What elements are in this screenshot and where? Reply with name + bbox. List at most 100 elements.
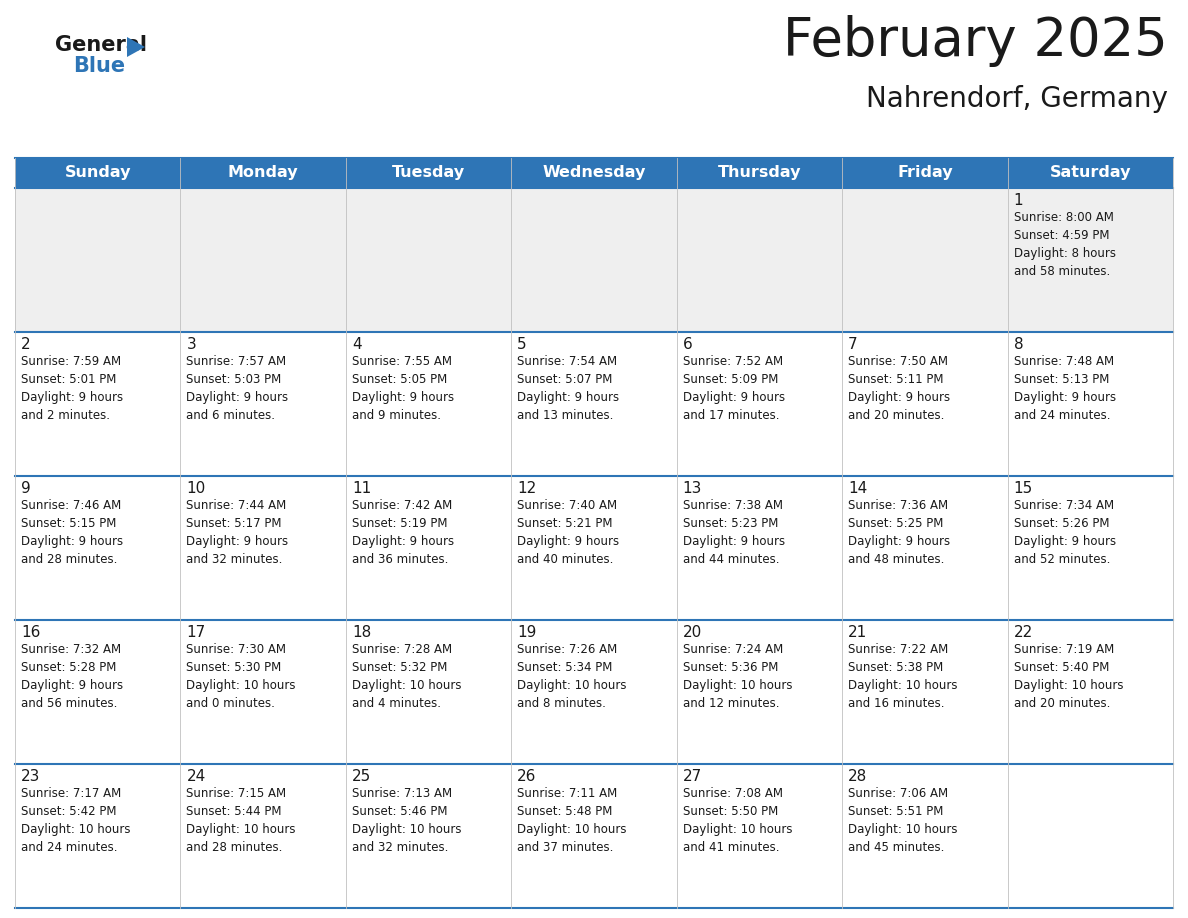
Text: 11: 11 (352, 481, 371, 496)
Text: Sunrise: 7:34 AM: Sunrise: 7:34 AM (1013, 499, 1113, 512)
Text: Sunrise: 7:08 AM: Sunrise: 7:08 AM (683, 787, 783, 800)
Text: 22: 22 (1013, 625, 1032, 640)
Text: 3: 3 (187, 337, 196, 352)
Text: Sunrise: 7:44 AM: Sunrise: 7:44 AM (187, 499, 286, 512)
Text: Sunrise: 7:36 AM: Sunrise: 7:36 AM (848, 499, 948, 512)
Text: Sunset: 5:34 PM: Sunset: 5:34 PM (517, 661, 613, 674)
Text: Daylight: 10 hours: Daylight: 10 hours (517, 823, 627, 836)
Text: Sunrise: 7:22 AM: Sunrise: 7:22 AM (848, 643, 948, 656)
Text: and 36 minutes.: and 36 minutes. (352, 553, 448, 566)
Text: 13: 13 (683, 481, 702, 496)
Text: Daylight: 9 hours: Daylight: 9 hours (848, 391, 950, 404)
Text: Sunday: Sunday (64, 165, 131, 181)
Text: Sunrise: 7:38 AM: Sunrise: 7:38 AM (683, 499, 783, 512)
Bar (15, 188, 1173, 332)
Text: Daylight: 10 hours: Daylight: 10 hours (187, 679, 296, 692)
Text: and 41 minutes.: and 41 minutes. (683, 841, 779, 854)
Text: 20: 20 (683, 625, 702, 640)
Text: Sunset: 5:50 PM: Sunset: 5:50 PM (683, 805, 778, 818)
Text: Sunset: 5:03 PM: Sunset: 5:03 PM (187, 373, 282, 386)
Text: and 13 minutes.: and 13 minutes. (517, 409, 614, 422)
Text: Sunset: 5:40 PM: Sunset: 5:40 PM (1013, 661, 1108, 674)
Text: February 2025: February 2025 (783, 15, 1168, 67)
Text: Sunset: 5:28 PM: Sunset: 5:28 PM (21, 661, 116, 674)
Text: Sunset: 5:19 PM: Sunset: 5:19 PM (352, 517, 448, 530)
Text: Friday: Friday (897, 165, 953, 181)
Text: 2: 2 (21, 337, 31, 352)
Text: and 17 minutes.: and 17 minutes. (683, 409, 779, 422)
Text: Daylight: 9 hours: Daylight: 9 hours (1013, 391, 1116, 404)
Text: Sunrise: 7:57 AM: Sunrise: 7:57 AM (187, 355, 286, 368)
Text: Sunset: 5:21 PM: Sunset: 5:21 PM (517, 517, 613, 530)
Text: Sunset: 5:38 PM: Sunset: 5:38 PM (848, 661, 943, 674)
Text: and 24 minutes.: and 24 minutes. (1013, 409, 1110, 422)
Text: Sunrise: 7:30 AM: Sunrise: 7:30 AM (187, 643, 286, 656)
Text: Daylight: 9 hours: Daylight: 9 hours (352, 535, 454, 548)
Text: Sunset: 5:13 PM: Sunset: 5:13 PM (1013, 373, 1108, 386)
Text: Sunrise: 7:50 AM: Sunrise: 7:50 AM (848, 355, 948, 368)
Text: and 40 minutes.: and 40 minutes. (517, 553, 614, 566)
Text: Sunrise: 7:26 AM: Sunrise: 7:26 AM (517, 643, 618, 656)
Text: Sunset: 5:05 PM: Sunset: 5:05 PM (352, 373, 447, 386)
Text: 26: 26 (517, 769, 537, 784)
Text: Daylight: 9 hours: Daylight: 9 hours (683, 535, 785, 548)
Text: Sunset: 5:26 PM: Sunset: 5:26 PM (1013, 517, 1110, 530)
Text: Sunrise: 7:48 AM: Sunrise: 7:48 AM (1013, 355, 1113, 368)
Text: Tuesday: Tuesday (392, 165, 466, 181)
Text: Sunrise: 7:06 AM: Sunrise: 7:06 AM (848, 787, 948, 800)
Text: Daylight: 9 hours: Daylight: 9 hours (187, 535, 289, 548)
Text: Daylight: 8 hours: Daylight: 8 hours (1013, 247, 1116, 260)
Text: Sunrise: 7:24 AM: Sunrise: 7:24 AM (683, 643, 783, 656)
Bar (15, 764, 1173, 908)
Text: Daylight: 9 hours: Daylight: 9 hours (848, 535, 950, 548)
Text: and 56 minutes.: and 56 minutes. (21, 697, 118, 710)
Text: and 4 minutes.: and 4 minutes. (352, 697, 441, 710)
Text: and 58 minutes.: and 58 minutes. (1013, 265, 1110, 278)
Text: Sunrise: 7:40 AM: Sunrise: 7:40 AM (517, 499, 618, 512)
Text: 24: 24 (187, 769, 206, 784)
Text: Daylight: 9 hours: Daylight: 9 hours (21, 679, 124, 692)
Text: Daylight: 10 hours: Daylight: 10 hours (683, 679, 792, 692)
Text: Sunset: 5:11 PM: Sunset: 5:11 PM (848, 373, 943, 386)
Text: Daylight: 10 hours: Daylight: 10 hours (21, 823, 131, 836)
Text: Sunset: 4:59 PM: Sunset: 4:59 PM (1013, 229, 1110, 242)
Text: and 6 minutes.: and 6 minutes. (187, 409, 276, 422)
Text: and 12 minutes.: and 12 minutes. (683, 697, 779, 710)
Text: General: General (55, 35, 147, 55)
Text: and 2 minutes.: and 2 minutes. (21, 409, 110, 422)
Text: Sunset: 5:42 PM: Sunset: 5:42 PM (21, 805, 116, 818)
Text: Sunrise: 7:17 AM: Sunrise: 7:17 AM (21, 787, 121, 800)
Text: and 45 minutes.: and 45 minutes. (848, 841, 944, 854)
Text: Sunset: 5:48 PM: Sunset: 5:48 PM (517, 805, 613, 818)
Text: Sunrise: 7:13 AM: Sunrise: 7:13 AM (352, 787, 451, 800)
Text: 10: 10 (187, 481, 206, 496)
Text: 15: 15 (1013, 481, 1032, 496)
Text: 18: 18 (352, 625, 371, 640)
Text: 7: 7 (848, 337, 858, 352)
Text: Sunrise: 7:32 AM: Sunrise: 7:32 AM (21, 643, 121, 656)
Text: Daylight: 9 hours: Daylight: 9 hours (352, 391, 454, 404)
Text: Sunrise: 8:00 AM: Sunrise: 8:00 AM (1013, 211, 1113, 224)
Text: Sunset: 5:07 PM: Sunset: 5:07 PM (517, 373, 613, 386)
Text: 6: 6 (683, 337, 693, 352)
Text: and 37 minutes.: and 37 minutes. (517, 841, 614, 854)
Bar (15, 332, 1173, 476)
Text: 4: 4 (352, 337, 361, 352)
Text: Daylight: 10 hours: Daylight: 10 hours (517, 679, 627, 692)
Text: 25: 25 (352, 769, 371, 784)
Text: Sunrise: 7:15 AM: Sunrise: 7:15 AM (187, 787, 286, 800)
Bar (15, 620, 1173, 764)
Text: 9: 9 (21, 481, 31, 496)
Text: and 48 minutes.: and 48 minutes. (848, 553, 944, 566)
Text: Sunrise: 7:19 AM: Sunrise: 7:19 AM (1013, 643, 1114, 656)
Text: Sunrise: 7:42 AM: Sunrise: 7:42 AM (352, 499, 453, 512)
Text: Daylight: 10 hours: Daylight: 10 hours (848, 823, 958, 836)
Text: 17: 17 (187, 625, 206, 640)
Text: Sunset: 5:09 PM: Sunset: 5:09 PM (683, 373, 778, 386)
Text: Daylight: 10 hours: Daylight: 10 hours (683, 823, 792, 836)
Text: Thursday: Thursday (718, 165, 801, 181)
Text: 21: 21 (848, 625, 867, 640)
Text: and 8 minutes.: and 8 minutes. (517, 697, 606, 710)
Text: Sunrise: 7:28 AM: Sunrise: 7:28 AM (352, 643, 451, 656)
Text: Sunset: 5:23 PM: Sunset: 5:23 PM (683, 517, 778, 530)
